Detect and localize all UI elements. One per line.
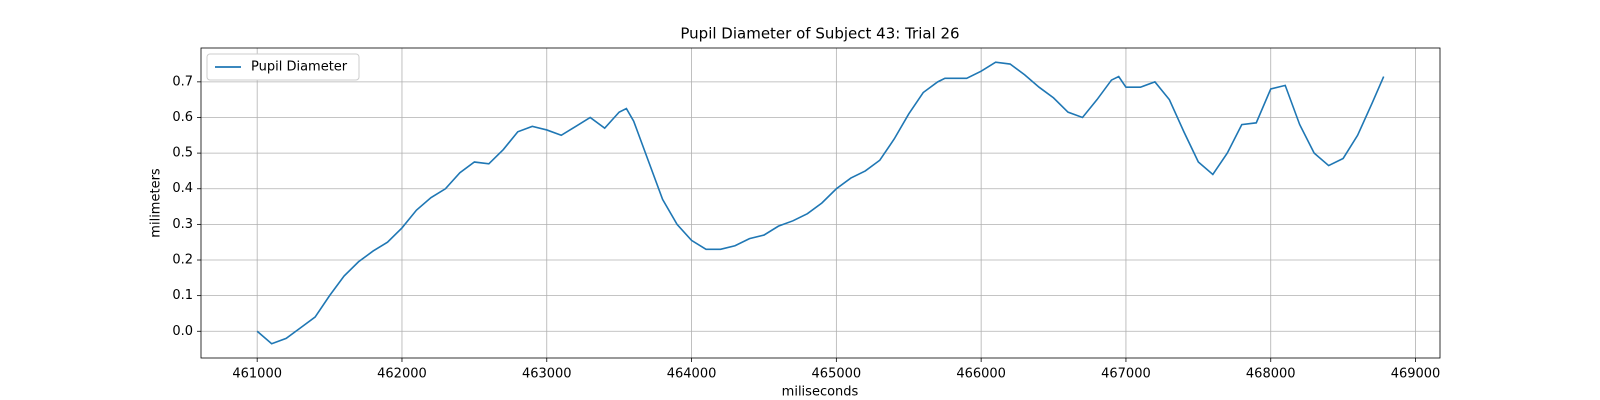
x-tick-label: 461000 xyxy=(232,367,282,382)
x-tick-label: 464000 xyxy=(667,367,717,382)
x-tick-label: 466000 xyxy=(956,367,1006,382)
y-tick-label: 0.7 xyxy=(172,74,193,89)
y-tick-label: 0.5 xyxy=(172,146,193,161)
x-tick-label: 462000 xyxy=(377,367,427,382)
y-tick-label: 0.3 xyxy=(172,217,193,232)
legend: Pupil Diameter xyxy=(206,53,360,81)
y-tick-label: 0.4 xyxy=(172,181,193,196)
plot-frame xyxy=(200,47,1441,359)
data-line xyxy=(256,61,1385,345)
y-axis-label: milimeters xyxy=(149,168,164,238)
y-tick-label: 0.0 xyxy=(172,324,193,339)
x-tick-label: 469000 xyxy=(1391,367,1441,382)
y-tick-label: 0.2 xyxy=(172,253,193,268)
x-tick-label: 468000 xyxy=(1246,367,1296,382)
y-tick-label: 0.6 xyxy=(172,110,193,125)
x-axis-label: miliseconds xyxy=(782,385,859,400)
x-tick-label: 463000 xyxy=(522,367,572,382)
legend-box xyxy=(206,53,360,81)
legend-label: Pupil Diameter xyxy=(251,60,348,75)
x-tick-label: 467000 xyxy=(1101,367,1151,382)
x-tick-label: 465000 xyxy=(812,367,862,382)
y-tick-label: 0.1 xyxy=(172,288,193,303)
chart-title: Pupil Diameter of Subject 43: Trial 26 xyxy=(680,25,959,43)
